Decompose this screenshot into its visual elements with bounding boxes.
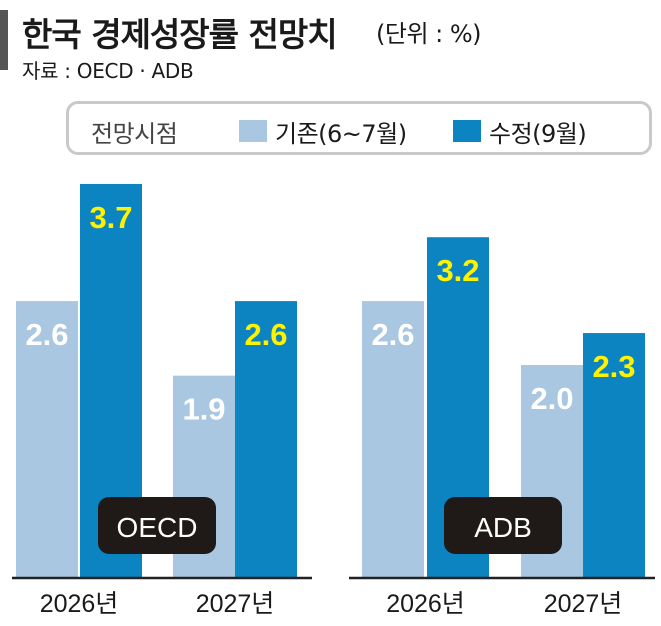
group-badge-label-adb: ADB bbox=[474, 512, 532, 543]
value-label-oecd-2-revised: 2.6 bbox=[244, 317, 287, 352]
group-badge-label-oecd: OECD bbox=[117, 512, 198, 543]
x-tick-label-oecd-1: 2026년 bbox=[40, 590, 119, 618]
legend-swatch-revised bbox=[453, 120, 481, 142]
bar-adb-1-previous bbox=[362, 301, 424, 578]
value-label-oecd-1-revised: 3.7 bbox=[89, 200, 132, 235]
legend: 전망시점 기존(6~7월) 수정(9월) bbox=[66, 101, 652, 155]
group-badge-adb bbox=[444, 497, 562, 554]
unit-label: (단위 : %) bbox=[376, 20, 482, 48]
source-label: 자료 : OECD · ADB bbox=[22, 59, 194, 83]
legend-swatch-previous bbox=[239, 120, 267, 142]
group-badge-oecd bbox=[98, 497, 216, 554]
x-tick-label-oecd-2: 2027년 bbox=[196, 590, 275, 618]
value-label-adb-1-revised: 3.2 bbox=[436, 253, 479, 288]
x-tick-label-adb-1: 2026년 bbox=[386, 590, 465, 618]
legend-label-revised: 수정(9월) bbox=[489, 120, 587, 148]
value-label-adb-1-previous: 2.6 bbox=[371, 317, 414, 352]
legend-label-previous: 기존(6~7월) bbox=[275, 120, 407, 148]
x-tick-label-adb-2: 2027년 bbox=[544, 590, 623, 618]
bar-oecd-1-previous bbox=[16, 301, 78, 578]
legend-title: 전망시점 bbox=[91, 120, 178, 148]
value-label-oecd-2-previous: 1.9 bbox=[182, 392, 225, 427]
value-label-adb-2-previous: 2.0 bbox=[530, 381, 573, 416]
title-accent-bar bbox=[0, 10, 8, 70]
bar-oecd-2-revised bbox=[235, 301, 297, 578]
chart-title: 한국 경제성장률 전망치 bbox=[22, 15, 338, 54]
value-label-oecd-1-previous: 2.6 bbox=[25, 317, 68, 352]
bar-adb-2-revised bbox=[583, 333, 645, 578]
value-label-adb-2-revised: 2.3 bbox=[592, 349, 635, 384]
